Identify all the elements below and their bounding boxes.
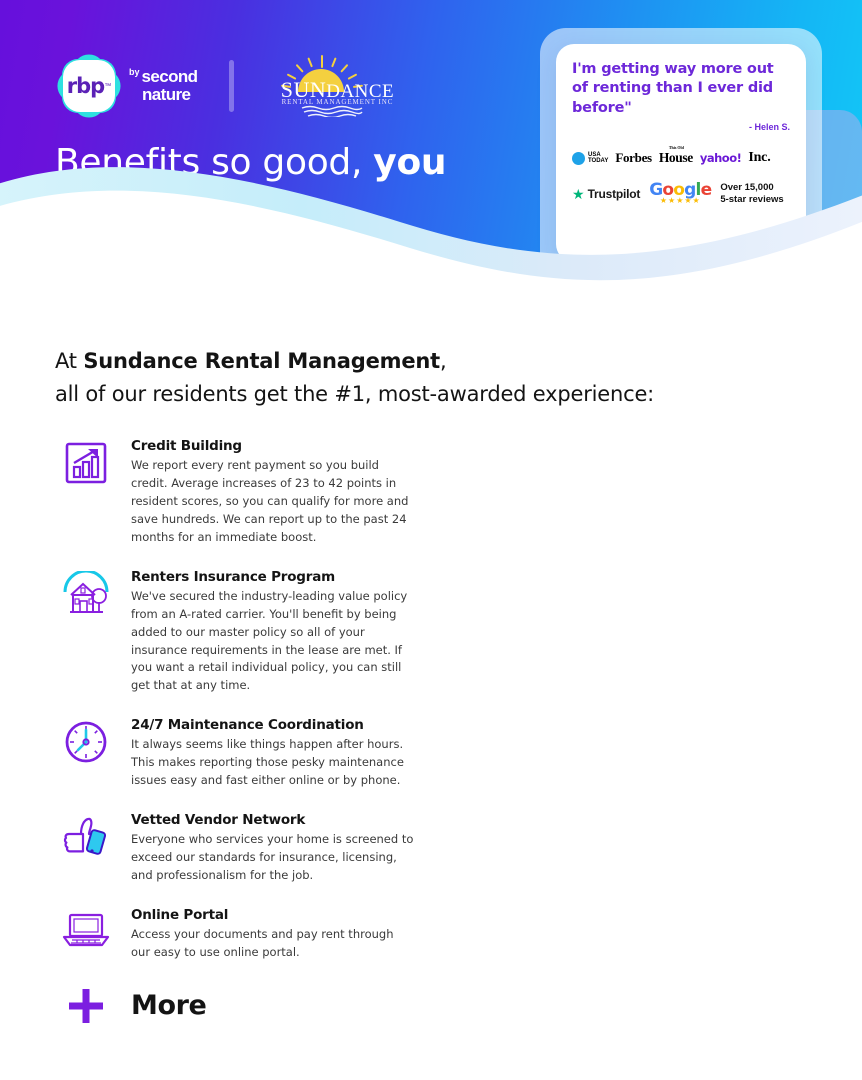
heading-company: Sundance Rental Management: [83, 349, 440, 373]
heading-comma: ,: [439, 349, 447, 373]
benefit-description: It always seems like things happen after…: [131, 737, 404, 788]
trustpilot-star-icon: ★: [572, 185, 585, 202]
google-stars-icon: ★★★★★: [659, 196, 701, 206]
list-item: Renters Insurance Program We've secured …: [55, 569, 415, 696]
inc-logo: Inc.: [748, 150, 771, 166]
logo-row: rbp ™ by second nature SUNDANCE RENTAL MAN…: [50, 47, 402, 125]
benefit-body: Renters Insurance Program We've secured …: [117, 569, 415, 696]
page-title: At Sundance Rental Management, all of ou…: [55, 345, 755, 410]
google-logo: Google ★★★★★: [649, 180, 713, 206]
testimonial-quote: I'm getting way more out of renting than…: [572, 61, 774, 116]
usa-today-dot-icon: [572, 151, 585, 165]
review-count-line1: Over 15,000: [720, 182, 774, 194]
benefit-description: Everyone who services your home is scree…: [131, 832, 414, 882]
rbp-trademark: ™: [104, 82, 112, 90]
list-item: Online Portal Access your documents and …: [55, 907, 415, 962]
google-letter-g1: G: [649, 180, 663, 201]
hero-bottom-fill: [0, 300, 862, 340]
benefit-description: Access your documents and pay rent throu…: [131, 926, 394, 959]
review-count: Over 15,000 5-star reviews: [720, 182, 783, 205]
benefit-body: Online Portal Access your documents and …: [117, 907, 415, 962]
usa-today-text: USA TODAY: [588, 152, 608, 165]
usa-today-logo: USA TODAY: [572, 151, 608, 165]
sundance-word-sun: SUN: [280, 77, 327, 102]
logo-divider: [229, 60, 235, 112]
benefit-title: Online Portal: [131, 906, 229, 923]
heading-line2: all of our residents get the #1, most-aw…: [55, 381, 655, 406]
this-old-house-logo: This Old House: [658, 145, 693, 166]
list-item: Credit Building We report every rent pay…: [55, 438, 415, 547]
credit-chart-icon: [55, 438, 117, 486]
hero-banner: rbp ™ by second nature SUNDANCE RENTAL MAN…: [0, 0, 862, 300]
laptop-icon: [55, 907, 117, 951]
press-logo-row: USA TODAY Forbes This Old House yahoo! In…: [572, 145, 790, 166]
testimonial-card: I'm getting way more out of renting than…: [556, 44, 806, 262]
yahoo-logo: yahoo!: [699, 151, 742, 166]
clock-icon: [55, 717, 117, 765]
google-letter-o2: o: [673, 180, 685, 201]
benefit-description: We report every rent payment so you buil…: [131, 458, 409, 544]
benefit-body: 24/7 Maintenance Coordination It always …: [117, 717, 415, 790]
sundance-word-dance: DANCE: [326, 81, 395, 102]
google-wordmark: Google: [649, 180, 713, 201]
google-letter-o1: o: [662, 180, 674, 201]
this-old-house-superscript: This Old: [668, 145, 684, 151]
sundance-logo: SUNDANCE RENTAL MANAGEMENT INC: [262, 53, 402, 119]
ratings-row: ★ Trustpilot Google ★★★★★ Over 15,000 5-…: [572, 182, 790, 205]
testimonial-author: - Helen S.: [748, 122, 790, 133]
sundance-waves-icon: [300, 105, 364, 117]
second-nature-by: by: [129, 67, 140, 78]
list-item: 24/7 Maintenance Coordination It always …: [55, 717, 415, 790]
plus-icon: [55, 984, 117, 1028]
house-shield-icon: [55, 569, 117, 619]
second-nature-line1: second: [141, 67, 199, 87]
sundance-sun-icon: [298, 69, 345, 92]
thumbs-up-icon: [55, 812, 117, 860]
list-item: Vetted Vendor Network Everyone who servi…: [55, 812, 415, 885]
trustpilot-logo: ★ Trustpilot: [572, 187, 640, 201]
google-letter-e: e: [700, 180, 713, 201]
google-letter-g2: g: [684, 180, 696, 201]
trustpilot-label: Trustpilot: [587, 186, 641, 201]
rbp-logo-icon: rbp ™: [50, 47, 128, 125]
benefit-title: Renters Insurance Program: [131, 568, 336, 585]
rbp-logo-core: rbp ™: [63, 60, 115, 112]
sundance-subtitle: RENTAL MANAGEMENT INC: [281, 98, 394, 106]
more-label: More: [131, 990, 207, 1022]
forbes-logo: Forbes: [615, 150, 652, 166]
this-old-house-label: House: [658, 150, 693, 166]
more-row[interactable]: More: [55, 984, 415, 1028]
benefit-title: Credit Building: [131, 438, 242, 454]
benefit-body: Vetted Vendor Network Everyone who servi…: [117, 812, 415, 885]
google-letter-l: l: [695, 180, 702, 201]
benefits-list: Credit Building We report every rent pay…: [55, 438, 415, 1028]
second-nature-wordmark: by second nature: [129, 67, 199, 105]
usa-today-line1: USA: [588, 151, 601, 158]
rbp-logo-text: rbp: [66, 73, 105, 98]
benefit-title: Vetted Vendor Network: [131, 812, 306, 829]
usa-today-line2: TODAY: [588, 158, 609, 165]
heading-prefix: At: [55, 349, 84, 373]
benefit-body: Credit Building We report every rent pay…: [117, 438, 415, 547]
sundance-wordmark: SUNDANCE: [274, 77, 400, 102]
review-count-line2: 5-star reviews: [720, 193, 784, 205]
second-nature-line2: nature: [142, 85, 191, 105]
benefit-description: We've secured the industry-leading value…: [131, 588, 408, 693]
benefit-title: 24/7 Maintenance Coordination: [131, 717, 364, 734]
